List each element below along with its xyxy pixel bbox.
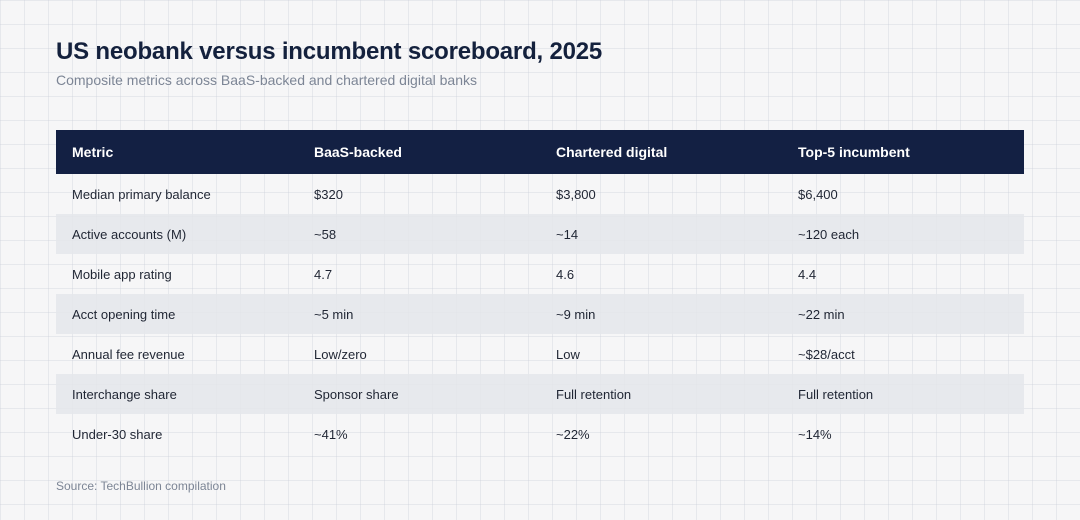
table-cell: Median primary balance (72, 186, 211, 202)
table-cell: Full retention (556, 386, 632, 402)
table-row: Median primary balance $320 $3,800 $6,40… (56, 174, 1024, 214)
table-header-row: Metric BaaS-backed Chartered digital Top… (56, 130, 1024, 174)
table-cell: Low/zero (314, 346, 367, 362)
chart-title: US neobank versus incumbent scoreboard, … (56, 38, 603, 65)
table-cell: 4.4 (798, 266, 817, 282)
column-header: Top-5 incumbent (798, 144, 910, 160)
table-cell: Mobile app rating (72, 266, 172, 282)
table-cell: $320 (314, 186, 343, 202)
table-cell: ~22 min (798, 306, 845, 322)
table-cell: $3,800 (556, 186, 596, 202)
table-row: Annual fee revenue Low/zero Low ~$28/acc… (56, 334, 1024, 374)
table-cell: $6,400 (798, 186, 838, 202)
column-header: BaaS-backed (314, 144, 402, 160)
table-row: Acct opening time ~5 min ~9 min ~22 min (56, 294, 1024, 334)
table-row: Active accounts (M) ~58 ~14 ~120 each (56, 214, 1024, 254)
column-header: Metric (72, 144, 114, 160)
column-header: Chartered digital (556, 144, 668, 160)
table-cell: 4.6 (556, 266, 575, 282)
table-cell: ~120 each (798, 226, 860, 242)
table-cell: Annual fee revenue (72, 346, 185, 362)
table-row: Under-30 share ~41% ~22% ~14% (56, 414, 1024, 454)
table-cell: Acct opening time (72, 306, 176, 322)
table-cell: Under-30 share (72, 426, 163, 442)
table-cell: ~14% (798, 426, 832, 442)
table-row: Interchange share Sponsor share Full ret… (56, 374, 1024, 414)
table-cell: Sponsor share (314, 386, 399, 402)
table-cell: ~$28/acct (798, 346, 855, 362)
chart-subtitle: Composite metrics across BaaS-backed and… (56, 72, 477, 88)
table-cell: 4.7 (314, 266, 333, 282)
table-cell: ~41% (314, 426, 348, 442)
table-cell: ~9 min (556, 306, 596, 322)
table-cell: ~14 (556, 226, 579, 242)
table-cell: Full retention (798, 386, 874, 402)
table-cell: ~5 min (314, 306, 354, 322)
table-cell: Interchange share (72, 386, 177, 402)
table-cell: ~58 (314, 226, 337, 242)
scoreboard-table: Metric BaaS-backed Chartered digital Top… (56, 130, 1024, 454)
table-cell: Low (556, 346, 580, 362)
table-cell: Active accounts (M) (72, 226, 187, 242)
source-note: Source: TechBullion compilation (56, 479, 226, 493)
table-row: Mobile app rating 4.7 4.6 4.4 (56, 254, 1024, 294)
table-cell: ~22% (556, 426, 590, 442)
